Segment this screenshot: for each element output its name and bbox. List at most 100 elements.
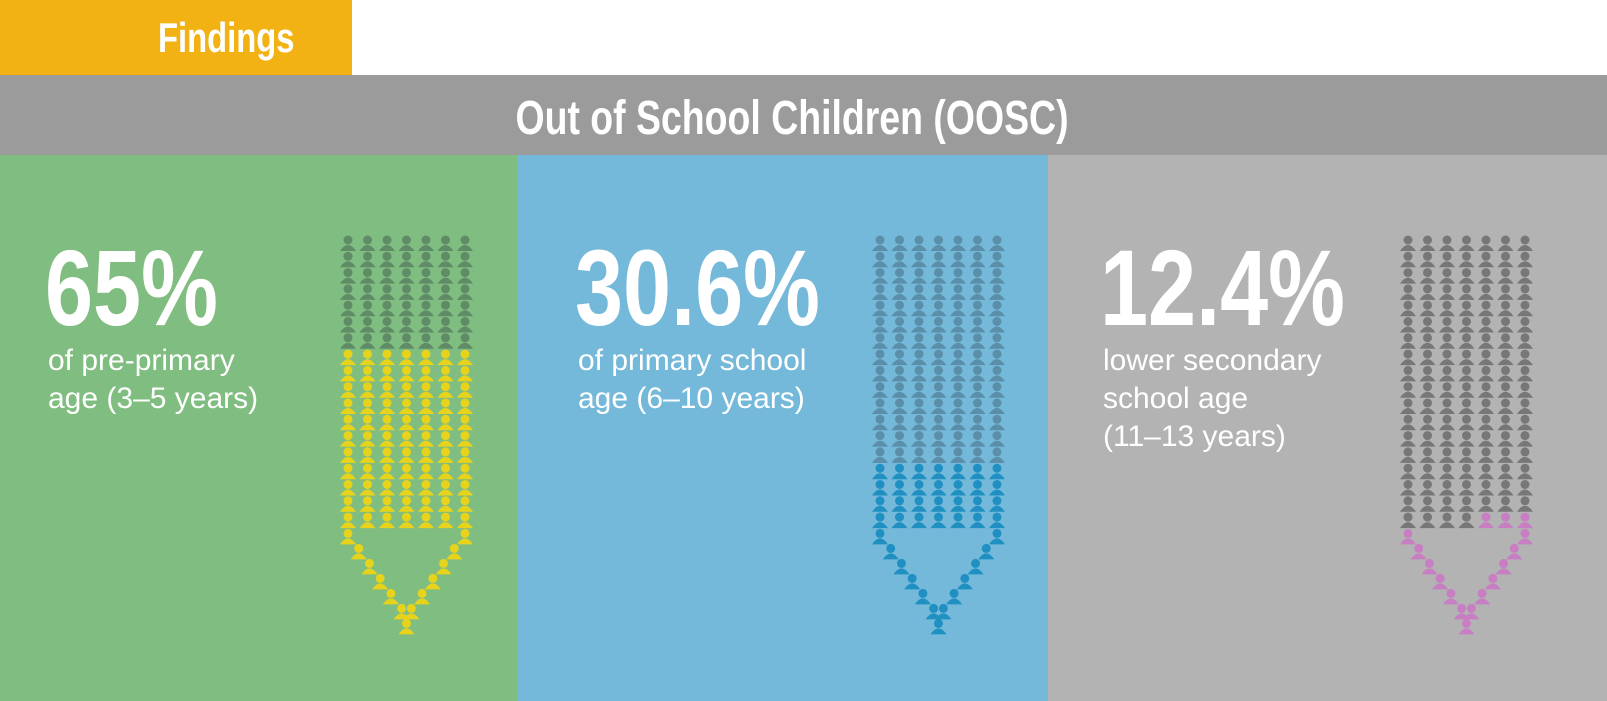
person-icon xyxy=(1439,317,1455,333)
icon-body xyxy=(1478,456,1494,463)
icon-head xyxy=(1481,512,1491,522)
icon-head xyxy=(914,268,924,278)
icon-body xyxy=(1400,326,1416,333)
icon-head xyxy=(363,365,372,375)
person-icon xyxy=(911,398,927,414)
icon-head xyxy=(363,349,372,359)
icon-body xyxy=(1463,613,1480,620)
icon-head xyxy=(886,543,896,553)
person-icon xyxy=(379,365,395,382)
person-icon xyxy=(872,251,888,268)
icon-head xyxy=(1501,284,1510,294)
icon-head xyxy=(402,480,411,489)
description: of primary school xyxy=(578,344,806,377)
icon-body xyxy=(911,375,927,382)
person-icon xyxy=(930,268,947,284)
icon-body xyxy=(1497,522,1514,529)
icon-body xyxy=(1458,473,1475,480)
icon-body xyxy=(1419,359,1436,366)
icon-head xyxy=(1423,414,1432,424)
person-icon xyxy=(969,251,986,268)
icon-head xyxy=(382,268,392,278)
person-icon xyxy=(379,333,395,349)
icon-head xyxy=(1481,251,1491,261)
icon-head xyxy=(934,398,943,408)
icon-body xyxy=(418,293,434,300)
person-icon xyxy=(1517,496,1533,512)
icon-head xyxy=(914,480,924,489)
person-icon xyxy=(891,284,908,300)
person-icon xyxy=(911,317,927,333)
icon-head xyxy=(1488,573,1498,583)
icon-body xyxy=(969,408,986,414)
person-icon xyxy=(1458,317,1475,333)
icon-head xyxy=(1462,618,1471,628)
icon-body xyxy=(418,391,434,398)
person-icon xyxy=(893,558,910,575)
icon-body xyxy=(1400,245,1416,251)
icon-body xyxy=(418,261,434,268)
person-icon xyxy=(1419,398,1436,414)
person-icon xyxy=(340,333,356,349)
person-icon xyxy=(1458,496,1475,512)
icon-head xyxy=(421,349,431,359)
icon-head xyxy=(934,251,943,261)
icon-body xyxy=(1474,598,1491,605)
icon-body xyxy=(359,505,376,512)
person-icon xyxy=(891,268,908,284)
person-icon xyxy=(457,431,473,447)
icon-body xyxy=(1400,342,1416,349)
icon-body xyxy=(1419,489,1436,496)
icon-body xyxy=(1400,489,1416,496)
icon-head xyxy=(441,382,450,392)
icon-head xyxy=(441,349,450,359)
icon-body xyxy=(1400,310,1416,317)
icon-head xyxy=(875,365,885,375)
icon-head xyxy=(460,284,470,294)
person-icon xyxy=(872,447,888,463)
icon-head xyxy=(1403,349,1413,359)
icon-head xyxy=(1424,558,1434,568)
icon-head xyxy=(460,398,470,408)
person-icon xyxy=(1458,268,1475,284)
icon-body xyxy=(872,261,888,268)
person-icon xyxy=(1439,398,1455,414)
icon-head xyxy=(363,512,372,522)
person-icon xyxy=(1439,333,1455,349)
icon-head xyxy=(1501,349,1510,359)
person-icon xyxy=(946,588,963,605)
description: of pre-primary xyxy=(48,344,235,377)
icon-head xyxy=(875,284,885,294)
icon-head xyxy=(343,317,353,326)
icon-head xyxy=(934,268,943,278)
icon-body xyxy=(891,408,908,414)
icon-body xyxy=(1400,408,1416,414)
icon-head xyxy=(973,463,982,473)
person-icon xyxy=(1458,365,1475,382)
icon-body xyxy=(1458,628,1475,635)
icon-body xyxy=(1439,261,1455,268)
icon-body xyxy=(435,568,452,575)
icon-body xyxy=(872,424,888,431)
icon-head xyxy=(1423,431,1432,441)
icon-body xyxy=(1495,568,1512,575)
person-icon xyxy=(969,512,986,529)
icon-body xyxy=(911,391,927,398)
person-icon xyxy=(418,414,434,431)
icon-head xyxy=(875,463,885,473)
person-icon xyxy=(1497,431,1514,447)
icon-head xyxy=(1462,512,1471,522)
person-icon xyxy=(457,528,473,545)
icon-head xyxy=(992,365,1002,375)
icon-body xyxy=(379,522,395,529)
icon-body xyxy=(1478,310,1494,317)
icon-head xyxy=(992,496,1002,506)
person-icon xyxy=(1478,447,1494,463)
person-icon xyxy=(1517,235,1533,251)
icon-body xyxy=(379,489,395,496)
icon-body xyxy=(891,293,908,300)
person-icon xyxy=(418,480,434,496)
icon-head xyxy=(449,543,459,553)
icon-body xyxy=(911,359,927,366)
icon-head xyxy=(992,349,1002,359)
